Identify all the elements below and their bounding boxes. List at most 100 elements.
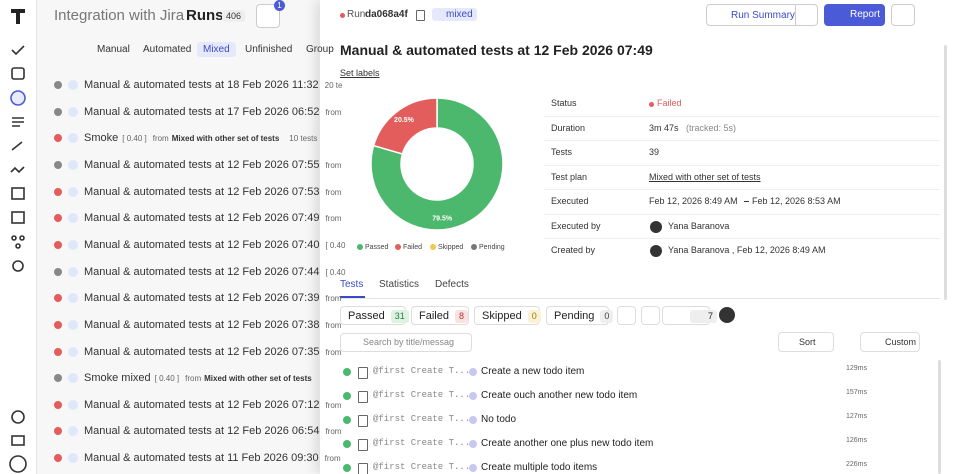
run-row[interactable]: Manual & automated tests at 12 Feb 2026 …	[84, 290, 341, 307]
run-title: Smoke mixed	[84, 372, 151, 385]
tabs-divider	[340, 298, 940, 299]
detail-label: Executed	[551, 196, 589, 206]
automated-icon	[469, 392, 477, 400]
run-row[interactable]: Manual & automated tests at 18 Feb 2026 …	[84, 77, 342, 94]
run-tab[interactable]: Automated	[143, 44, 192, 55]
menu-button[interactable]	[891, 4, 915, 26]
run-type-icon	[68, 186, 78, 197]
run-title: Manual & automated tests at 12 Feb 2026 …	[84, 212, 320, 225]
run-row[interactable]: Manual & automated tests at 12 Feb 2026 …	[84, 210, 341, 227]
test-name[interactable]: No todo	[481, 414, 517, 425]
run-type-icon	[68, 426, 78, 437]
search-input[interactable]: Search by title/messag	[340, 333, 472, 352]
run-type-icon	[68, 80, 78, 90]
automated-icon	[469, 464, 477, 472]
filter-chip[interactable]: Pending 0	[546, 306, 614, 325]
set-labels-link[interactable]: Set labels	[340, 68, 380, 78]
run-row[interactable]: Smoke mixed[ 0.40 ] from Mixed with other …	[84, 370, 312, 387]
test-name[interactable]: Create another one plus new todo item	[481, 438, 654, 449]
run-meta: [ 0.40	[325, 267, 346, 277]
run-title: Manual & automated tests at 12 Feb 2026 …	[84, 265, 320, 278]
avatar	[650, 220, 662, 233]
run-row[interactable]: Manual & automated tests at 11 Feb 2026 …	[84, 450, 341, 467]
sort-button[interactable]: Sort	[778, 332, 834, 352]
more-button[interactable]	[796, 4, 818, 26]
pie-label: 79.5%	[432, 216, 453, 223]
test-name[interactable]: Create ouch another new todo item	[481, 390, 638, 401]
run-id: da068a4f	[365, 9, 408, 20]
legend-swatch	[357, 244, 363, 250]
custom-button[interactable]: Custom	[860, 332, 920, 352]
icon-chip[interactable]	[617, 306, 636, 325]
legend-swatch	[395, 244, 401, 250]
run-row[interactable]: Manual & automated tests at 12 Feb 2026 …	[84, 344, 341, 361]
filter-chip[interactable]: Passed 31	[340, 306, 409, 325]
run-meta: from	[325, 427, 342, 437]
chip-label: Failed	[419, 310, 449, 322]
run-row[interactable]: Manual & automated tests at 12 Feb 2026 …	[84, 184, 341, 201]
run-row[interactable]: Manual & automated tests at 12 Feb 2026 …	[84, 317, 341, 334]
run-title: Manual & automated tests at 11 Feb 2026 …	[84, 452, 319, 465]
run-tab[interactable]: Mixed	[197, 42, 236, 57]
status-icon	[54, 240, 62, 249]
test-name[interactable]: Create a new todo item	[481, 366, 585, 377]
report-button[interactable]: Report	[824, 4, 885, 26]
comments-chip[interactable]: 7	[662, 306, 718, 325]
tab-underline	[340, 296, 365, 298]
run-type-icon	[68, 293, 78, 304]
sidebar-icons	[9, 9, 27, 473]
run-meta: from	[325, 294, 342, 304]
run-title: Manual & automated tests at 12 Feb 2026 …	[84, 425, 320, 438]
test-icon	[358, 367, 368, 379]
test-duration: 126ms	[846, 437, 868, 444]
detail-divider	[544, 213, 940, 215]
run-row[interactable]: Manual & automated tests at 12 Feb 2026 …	[84, 423, 341, 440]
chip-count: 0	[527, 310, 541, 323]
run-summary-button[interactable]: Run Summary	[706, 4, 796, 26]
chip-count: 31	[390, 310, 409, 323]
run-type-icon	[68, 133, 78, 144]
detail-value: Yana Baranova , Feb 12, 2026 8:49 AM	[668, 245, 826, 255]
run-row[interactable]: Manual & automated tests at 12 Feb 2026 …	[84, 157, 341, 174]
test-icon	[358, 463, 368, 474]
run-tab[interactable]: Group	[306, 44, 334, 55]
detail-tab[interactable]: Statistics	[379, 279, 420, 290]
run-row[interactable]: Manual & automated tests at 17 Feb 2026 …	[84, 104, 341, 121]
run-tab[interactable]: Manual	[97, 44, 130, 55]
run-row[interactable]: Manual & automated tests at 12 Feb 2026 …	[84, 264, 345, 281]
chip-count: 8	[454, 310, 468, 323]
detail-value: Failed	[657, 98, 682, 108]
run-meta: [ 0.40	[325, 240, 346, 250]
test-prefix: @first Create T...	[373, 438, 471, 448]
status-icon	[54, 427, 62, 436]
detail-value[interactable]: Mixed with other set of tests	[649, 171, 761, 182]
run-tab[interactable]: Unfinished	[245, 44, 293, 55]
filter-chip[interactable]: Failed 8	[411, 306, 469, 325]
run-row[interactable]: Smoke[ 0.40 ] from Mixed with other set of…	[84, 130, 317, 147]
legend-label: Pending	[479, 244, 505, 251]
run-row[interactable]: Manual & automated tests at 12 Feb 2026 …	[84, 397, 341, 414]
detail-tab[interactable]: Defects	[435, 279, 469, 290]
run-tag: [ 0.40 ]	[122, 134, 147, 144]
section-title: Runs	[186, 7, 224, 24]
automated-icon	[469, 440, 477, 448]
detail-divider	[544, 164, 940, 166]
pie-slice	[372, 97, 438, 155]
test-prefix: @first Create T...	[373, 414, 471, 424]
filter-chip[interactable]: Skipped 0	[474, 306, 541, 325]
detail-tab[interactable]: Tests	[340, 279, 364, 290]
run-title: Manual & automated tests at 12 Feb 2026 …	[84, 398, 320, 411]
detail-divider	[544, 189, 940, 190]
test-icon	[358, 439, 368, 451]
run-meta: 20 te	[324, 81, 343, 90]
status-icon	[54, 267, 62, 276]
run-title: Manual & automated tests at 17 Feb 2026 …	[84, 105, 320, 118]
legend-swatch	[430, 244, 436, 250]
status-icon	[54, 134, 62, 143]
chip-label: Pending	[554, 310, 595, 322]
run-row[interactable]: Manual & automated tests at 12 Feb 2026 …	[84, 237, 345, 254]
detail-label: Executed by	[551, 220, 601, 231]
test-name[interactable]: Create multiple todo items	[481, 462, 598, 473]
status-icon	[54, 374, 62, 383]
icon-chip[interactable]	[641, 306, 660, 325]
